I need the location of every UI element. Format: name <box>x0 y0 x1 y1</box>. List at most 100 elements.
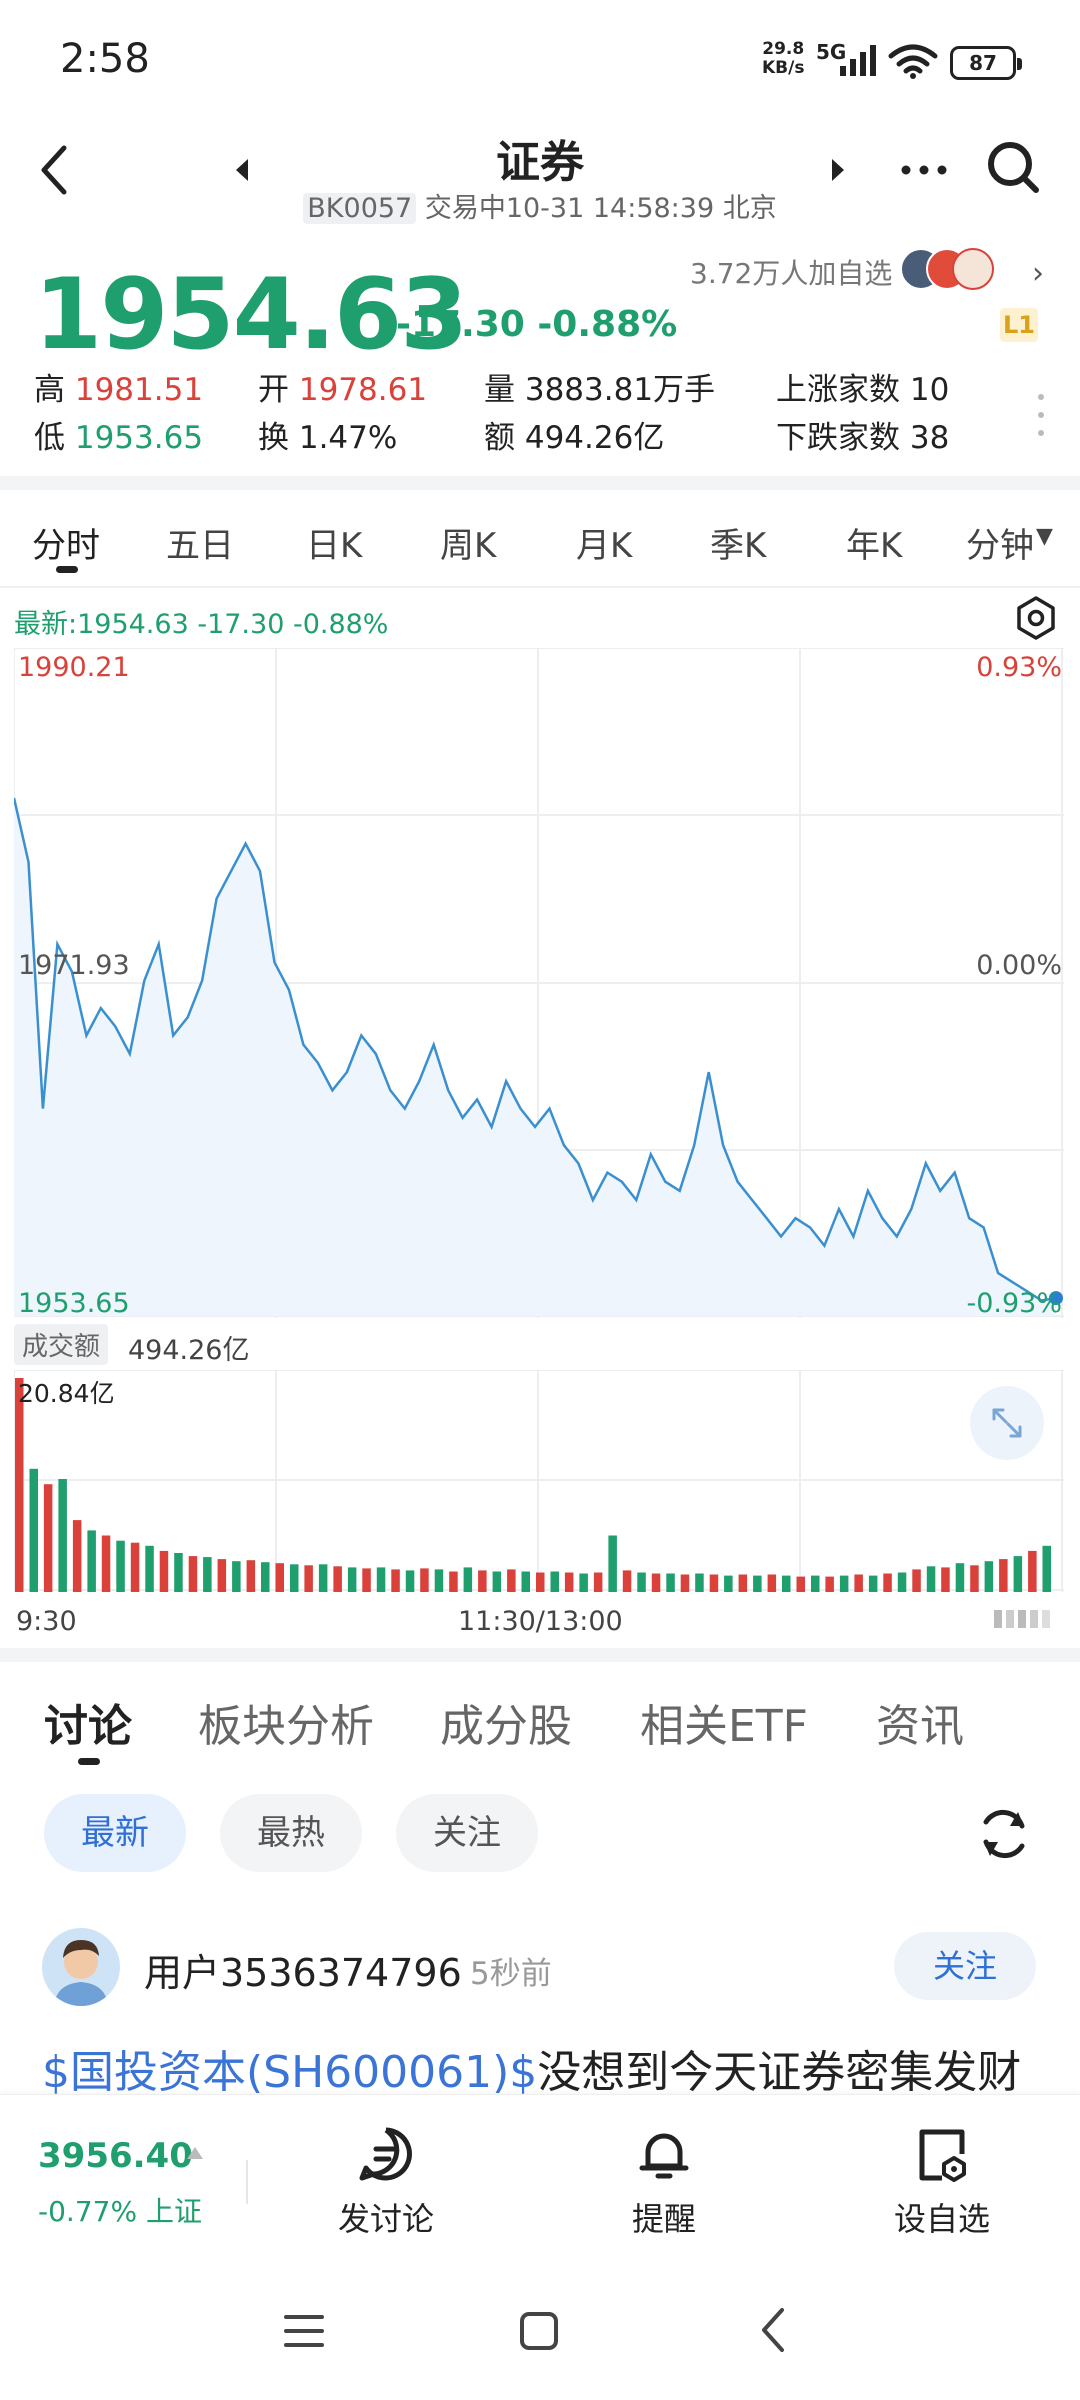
stat-label: 上涨家数 <box>776 372 900 408</box>
stat-item: 下跌家数 38 <box>776 412 949 457</box>
volume-bar <box>782 1575 791 1592</box>
filter-chip[interactable]: 关注 <box>396 1794 538 1872</box>
caret-down-icon[interactable]: ▼ <box>1036 524 1053 549</box>
discuss-icon[interactable] <box>356 2124 416 2184</box>
stat-value: 1.47% <box>298 420 398 456</box>
filter-chip[interactable]: 最新 <box>44 1794 186 1872</box>
volume-bar <box>796 1576 805 1592</box>
more-icon[interactable] <box>896 150 952 190</box>
network-speed-unit: KB/s <box>762 58 805 78</box>
volume-bar <box>970 1565 979 1592</box>
stat-value: 494.26亿 <box>524 420 665 456</box>
add-watchlist-button[interactable]: 设自选 <box>893 2200 990 2238</box>
volume-bar <box>536 1572 545 1592</box>
volume-bar <box>174 1553 183 1592</box>
volume-bar <box>550 1571 559 1592</box>
volume-bar <box>362 1568 371 1592</box>
volume-bar <box>521 1571 530 1592</box>
volume-bar <box>811 1575 820 1592</box>
volume-bar <box>926 1566 936 1592</box>
follow-button[interactable]: 关注 <box>894 1932 1036 2000</box>
settings-icon[interactable] <box>1012 594 1060 642</box>
add-watchlist-icon[interactable] <box>912 2124 972 2184</box>
stat-value: 38 <box>909 420 950 456</box>
post-text: 没想到今天证券密集发财 <box>537 2047 1022 2098</box>
expand-chart-button[interactable] <box>970 1386 1044 1460</box>
chevron-right-icon[interactable]: › <box>1032 256 1044 291</box>
volume-bar <box>246 1560 256 1592</box>
discuss-button[interactable]: 发讨论 <box>337 2200 434 2238</box>
refresh-icon[interactable] <box>974 1804 1034 1864</box>
home-icon[interactable] <box>518 2310 560 2352</box>
volume-bar <box>1042 1545 1051 1592</box>
volume-bar <box>116 1540 125 1592</box>
volume-bar <box>58 1479 67 1592</box>
stat-item: 量 3883.81万手 <box>484 364 715 409</box>
content-tab[interactable]: 资讯 <box>876 1701 964 1752</box>
volume-bar <box>825 1576 834 1592</box>
post-ticker-link[interactable]: $国投资本(SH600061)$ <box>42 2047 538 2098</box>
content-tab[interactable]: 成分股 <box>440 1701 572 1752</box>
back-icon[interactable] <box>758 2306 788 2354</box>
chart-tab[interactable]: 周K <box>440 526 497 566</box>
volume-bar <box>87 1530 96 1592</box>
chart-tab[interactable]: 分时 <box>32 526 100 566</box>
volume-bar <box>897 1572 907 1592</box>
caret-up-icon[interactable] <box>186 2146 204 2160</box>
volume-bar <box>43 1484 53 1592</box>
price-line <box>14 797 1057 1302</box>
filter-chip[interactable]: 最热 <box>220 1794 362 1872</box>
content-tab[interactable]: 板块分析 <box>198 1701 374 1752</box>
volume-bar <box>347 1567 357 1592</box>
alert-button[interactable]: 提醒 <box>631 2200 696 2238</box>
user-avatar[interactable] <box>42 1928 120 2006</box>
volume-bar <box>29 1468 38 1592</box>
post-content[interactable]: $国投资本(SH600061)$没想到今天证券密集发财 <box>42 2036 1042 2100</box>
follower-avatars[interactable] <box>900 248 1020 294</box>
latest-price-dot <box>1049 1291 1063 1306</box>
stat-item: 高 1981.51 <box>34 364 203 409</box>
next-stock-icon[interactable] <box>828 157 848 183</box>
intraday-price-chart[interactable] <box>14 648 1064 1318</box>
chart-tab[interactable]: 季K <box>710 526 767 566</box>
volume-bar <box>376 1567 386 1592</box>
followers-count[interactable]: 3.72万人加自选 <box>690 257 893 290</box>
volume-bar <box>622 1570 632 1592</box>
chart-tab[interactable]: 分钟 <box>966 526 1034 566</box>
previous-stock-icon[interactable] <box>232 157 252 183</box>
volume-bar <box>1028 1550 1037 1592</box>
volume-bar <box>290 1564 299 1592</box>
volume-chart[interactable] <box>14 1370 1064 1592</box>
wifi-icon <box>888 44 938 79</box>
search-icon[interactable] <box>984 138 1044 198</box>
volume-bar <box>579 1573 588 1592</box>
content-tab[interactable]: 讨论 <box>44 1701 132 1752</box>
post-username[interactable]: 用户3536374796 <box>144 1951 462 1995</box>
chart-tab[interactable]: 月K <box>576 526 633 566</box>
chart-high-percent: 0.93% <box>976 652 1062 683</box>
volume-bar <box>738 1574 748 1592</box>
volume-bar <box>637 1572 646 1592</box>
tab-indicator <box>78 1758 100 1765</box>
trading-status: BK0057 交易中10-31 14:58:39 北京 <box>300 186 780 225</box>
stat-value: 1981.51 <box>74 372 204 408</box>
index-price[interactable]: 3956.40 <box>38 2136 193 2176</box>
signal-icon <box>840 45 876 76</box>
back-icon[interactable] <box>30 140 80 200</box>
volume-bar <box>695 1573 704 1592</box>
chart-tab[interactable]: 年K <box>846 526 903 566</box>
volume-bar <box>101 1535 111 1592</box>
chart-tab[interactable]: 日K <box>306 526 363 566</box>
menu-icon[interactable] <box>282 2312 326 2350</box>
level-badge[interactable]: L1 <box>1000 308 1038 342</box>
volume-label: 成交额 <box>14 1324 109 1365</box>
content-tab[interactable]: 相关ETF <box>640 1701 808 1752</box>
volume-bar <box>1013 1556 1023 1592</box>
battery-icon: 87 <box>950 46 1022 80</box>
bell-icon[interactable] <box>634 2124 694 2184</box>
more-vertical-icon[interactable] <box>1036 392 1046 438</box>
volume-bar <box>333 1566 342 1592</box>
chart-tab[interactable]: 五日 <box>166 526 234 566</box>
volume-bar <box>275 1563 284 1592</box>
index-change[interactable]: -0.77% 上证 <box>38 2195 202 2228</box>
